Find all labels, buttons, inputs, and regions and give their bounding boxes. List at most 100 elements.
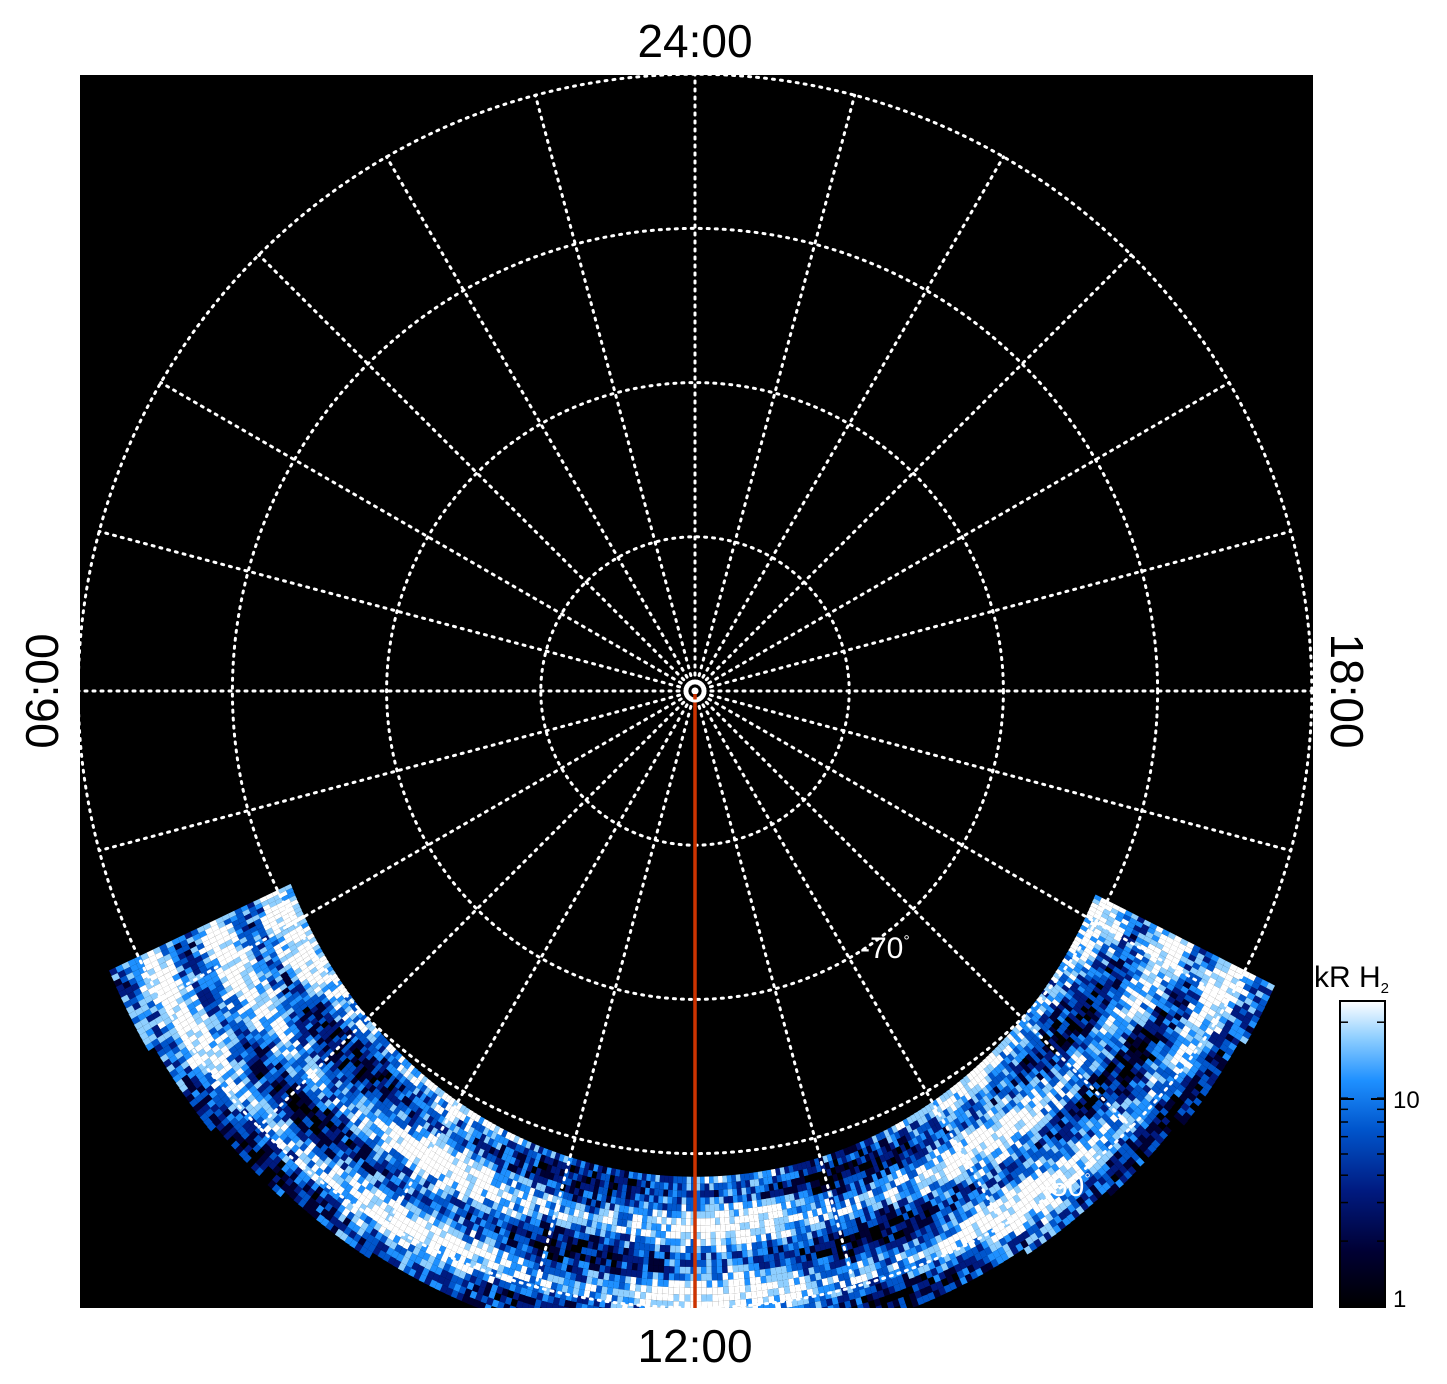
emission-cell (686, 1197, 692, 1205)
emission-cell (310, 1005, 319, 1014)
emission-cell (341, 1013, 350, 1022)
emission-cell (356, 1139, 365, 1149)
emission-cell (259, 991, 269, 1000)
emission-cell (302, 1156, 312, 1165)
emission-cell (404, 1061, 412, 1070)
emission-cell (502, 1161, 510, 1170)
emission-cell (272, 1011, 282, 1020)
emission-cell (328, 1019, 337, 1028)
emission-cell (281, 943, 290, 952)
emission-cell (239, 969, 249, 978)
emission-cell (295, 1056, 305, 1065)
emission-cell (630, 1227, 637, 1236)
emission-cell (263, 954, 272, 963)
emission-cell (574, 1309, 581, 1317)
emission-cell (417, 1201, 426, 1210)
emission-cell (602, 1279, 609, 1288)
emission-cell (206, 1009, 215, 1018)
emission-cell (335, 1101, 344, 1110)
emission-cell (161, 948, 170, 957)
emission-cell (340, 1143, 349, 1153)
emission-cell (272, 1070, 281, 1080)
emission-cell (278, 1079, 288, 1088)
emission-cell (372, 1079, 381, 1088)
emission-cell (179, 987, 188, 997)
emission-cell (408, 1268, 417, 1278)
emission-cell (513, 1135, 520, 1144)
emission-cell (657, 1286, 663, 1294)
emission-cell (344, 994, 353, 1002)
emission-cell (442, 1263, 451, 1272)
emission-cell (468, 1135, 476, 1144)
emission-cell (626, 1318, 633, 1326)
emission-cell (597, 1271, 605, 1280)
emission-cell (200, 1012, 210, 1022)
emission-cell (454, 1151, 463, 1160)
emission-cell (286, 1044, 296, 1053)
emission-cell (339, 1010, 348, 1019)
emission-cell (713, 1176, 719, 1184)
emission-cell (252, 1067, 262, 1077)
emission-cell (264, 999, 274, 1008)
emission-cell (830, 1319, 837, 1327)
emission-cell (420, 1195, 429, 1204)
emission-cell (225, 1015, 235, 1024)
emission-cell (154, 1029, 164, 1039)
emission-cell (319, 1199, 329, 1209)
emission-cell (340, 1180, 349, 1190)
emission-cell (356, 1157, 365, 1167)
emission-cell (289, 1172, 299, 1182)
emission-cell (654, 1244, 661, 1252)
emission-cell (324, 1036, 333, 1045)
emission-cell (684, 1308, 690, 1315)
emission-cell (188, 941, 197, 949)
emission-cell (392, 1142, 401, 1151)
emission-cell (714, 1210, 720, 1218)
emission-cell (299, 1014, 308, 1023)
emission-cell (256, 1024, 265, 1033)
emission-cell (633, 1249, 640, 1257)
emission-cell (771, 1274, 778, 1282)
emission-cell (239, 953, 248, 961)
emission-cell (459, 1153, 467, 1163)
emission-cell (329, 1124, 338, 1133)
emission-cell (758, 1213, 764, 1221)
emission-cell (319, 1104, 328, 1113)
emission-cell (480, 1142, 488, 1151)
emission-cell (709, 1197, 715, 1205)
emission-cell (614, 1232, 621, 1241)
emission-cell (408, 1153, 417, 1163)
emission-cell (437, 1115, 446, 1124)
emission-cell (684, 1273, 691, 1281)
emission-cell (281, 959, 290, 968)
emission-cell (376, 1240, 385, 1250)
emission-cell (277, 1159, 286, 1169)
emission-cell (269, 967, 279, 975)
emission-cell (287, 983, 296, 991)
emission-cell (308, 1132, 317, 1142)
emission-cell (154, 1015, 164, 1025)
emission-cell (345, 1040, 354, 1049)
emission-cell (605, 1258, 612, 1267)
emission-cell (204, 991, 214, 1000)
emission-cell (407, 1064, 415, 1073)
emission-cell (661, 1224, 667, 1232)
emission-cell (295, 1043, 304, 1052)
emission-cell (206, 948, 216, 957)
emission-cell (214, 1085, 224, 1095)
emission-cell (660, 1230, 666, 1239)
emission-cell (356, 1175, 366, 1185)
emission-cell (281, 913, 290, 921)
emission-cell (132, 969, 141, 978)
emission-cell (728, 1195, 734, 1204)
emission-cell (587, 1304, 594, 1308)
emission-cell (468, 1190, 477, 1200)
emission-cell (374, 1231, 384, 1241)
emission-cell (835, 1310, 842, 1318)
emission-cell (669, 1245, 676, 1253)
emission-cell (233, 1028, 243, 1037)
emission-cell (686, 1190, 692, 1198)
emission-cell (276, 1188, 286, 1198)
emission-cell (334, 1079, 343, 1089)
emission-cell (397, 1171, 406, 1181)
